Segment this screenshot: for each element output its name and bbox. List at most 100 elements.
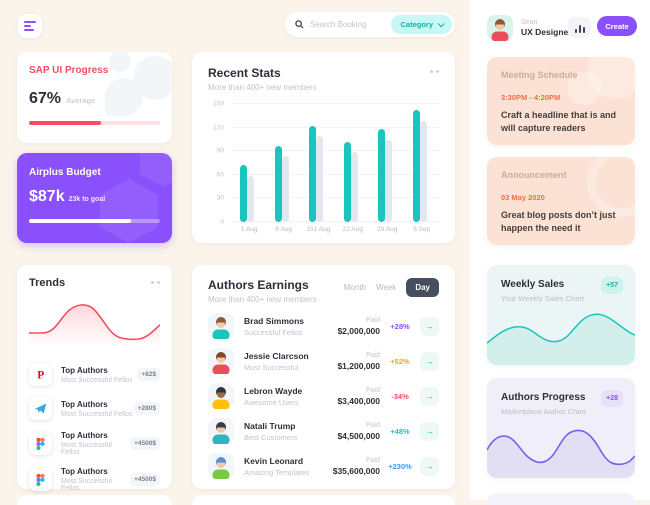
author-avatar (208, 313, 234, 339)
category-dropdown[interactable]: Category (391, 15, 452, 34)
trend-item-desc: Most Successful Fellos (61, 376, 133, 384)
search-bar[interactable]: Category (285, 12, 455, 37)
sap-card-title: SAP UI Progress (29, 65, 109, 76)
sap-value: 67% (29, 90, 62, 107)
y-tick-label: 30 (216, 194, 224, 202)
earnings-row[interactable]: Natali Trump Best Customers Paid $4,500,… (208, 418, 439, 444)
paid-label: Paid (365, 386, 380, 394)
announcement-text: Great blog posts don’t just happen the n… (501, 210, 616, 234)
trend-item-title: Top Authors (61, 399, 108, 409)
earnings-row[interactable]: Lebron Wayde Awesome Users Paid $3,400,0… (208, 383, 439, 409)
authors-earnings-card: Authors Earnings More than 400+ new memb… (192, 265, 455, 489)
paid-label: Paid (365, 316, 380, 324)
bar-group[interactable] (267, 104, 302, 222)
decor-ring (587, 157, 635, 217)
earnings-row[interactable]: Jessie Clarcson Most Successful Paid $1,… (208, 348, 439, 374)
bar-current (309, 126, 317, 222)
x-axis-labels: 1 Aug 8 Aug 151 Aug 22 Aug 29 Aug 5 Sep (232, 226, 439, 233)
bar-current (378, 129, 386, 222)
tab-week[interactable]: Week (376, 283, 397, 292)
y-tick-label: 90 (216, 147, 224, 155)
bar-group[interactable] (301, 104, 336, 222)
trend-item-desc: Most Successful Fellos (61, 478, 112, 492)
recent-stats-title: Recent Stats (208, 66, 281, 80)
category-label: Category (400, 20, 433, 29)
recent-stats-subtitle: More than 400+ new members (208, 83, 317, 92)
author-desc: Awesome Users (244, 397, 299, 407)
create-button[interactable]: Create (597, 16, 637, 36)
trend-item-value: +280$ (133, 402, 160, 415)
trends-card: Trends P Top Authors Most Successful Fel… (17, 265, 172, 492)
pinterest-icon-tile: P (29, 363, 52, 386)
x-tick-label: 29 Aug (377, 226, 398, 233)
trends-line-chart (28, 304, 161, 347)
card-menu-button[interactable] (151, 277, 160, 284)
budget-progress-fill (29, 219, 132, 223)
weekly-sales-badge: +57 (601, 277, 623, 294)
y-tick-label: 0 (220, 218, 224, 226)
stats-button[interactable] (568, 17, 591, 38)
figma-icon-tile (29, 468, 52, 491)
change-percent: -34% (391, 391, 409, 401)
budget-card-title: Airplus Budget (29, 167, 101, 178)
gridline (232, 197, 439, 199)
author-name: Kevin Leonard (244, 455, 304, 466)
bar-chart: 0 30 60 90 120 150 1 Aug 8 Aug 151 Aug 22 Aug 29 … (206, 101, 441, 237)
search-icon (295, 20, 304, 29)
gridline (232, 221, 439, 222)
trend-list-item[interactable]: Top Authors Most Successful Fellos +4500… (29, 431, 160, 456)
change-percent: +52% (390, 356, 410, 366)
user-role: UX Designer (521, 27, 572, 37)
x-tick-label: 5 Sep (413, 226, 431, 233)
y-axis-labels: 0 30 60 90 120 150 (206, 101, 226, 226)
paid-label: Paid (365, 351, 380, 359)
tab-month[interactable]: Month (343, 283, 366, 292)
trend-item-value: +4500$ (130, 473, 160, 486)
trend-list-item[interactable]: Top Authors Most Successful Fellos +4500… (29, 467, 160, 492)
row-arrow-button[interactable]: → (420, 316, 439, 336)
paid-label: Paid (365, 421, 380, 429)
next-card-edge (487, 493, 635, 505)
bar-group[interactable] (370, 104, 405, 222)
menu-button[interactable] (18, 14, 42, 38)
x-tick-label: 22 Aug (342, 226, 363, 233)
announcement-card: Announcement 03 May 2020 Great blog post… (487, 157, 635, 245)
user-profile[interactable]: Sean UX Designer (487, 15, 572, 41)
decor-circle (567, 71, 601, 105)
change-percent: +28% (390, 321, 410, 331)
earnings-row[interactable]: Kevin Leonard Amazing Templates Paid $35… (208, 453, 439, 479)
row-arrow-button[interactable]: → (420, 421, 439, 441)
author-avatar (208, 348, 234, 374)
bar-group[interactable] (232, 104, 267, 222)
paid-label: Paid (365, 456, 380, 464)
search-input[interactable] (310, 20, 392, 29)
earnings-row[interactable]: Brad Simmons Successful Fellos Paid $2,0… (208, 313, 439, 339)
y-tick-label: 60 (216, 171, 224, 179)
bar-group[interactable] (336, 104, 371, 222)
meeting-schedule-card: Meeting Schedule 3:30PM - 4:20PM Craft a… (487, 57, 635, 145)
change-percent: +230% (388, 461, 412, 471)
trend-list-item[interactable]: Top Authors Most Successful Fellos +280$ (29, 397, 160, 420)
row-arrow-button[interactable]: → (420, 386, 439, 406)
next-card-edge (192, 495, 455, 505)
gridline (232, 103, 439, 104)
tab-day[interactable]: Day (406, 278, 439, 297)
bar-current (343, 141, 351, 222)
author-avatar (208, 418, 234, 444)
trend-list-item[interactable]: P Top Authors Most Successful Fellos +82… (29, 363, 160, 386)
bar-group[interactable] (405, 104, 440, 222)
row-arrow-button[interactable]: → (420, 351, 439, 371)
earnings-title: Authors Earnings (208, 278, 309, 292)
row-arrow-button[interactable]: → (420, 456, 439, 476)
announcement-title: Announcement (501, 170, 567, 180)
gridline (232, 173, 439, 175)
svg-text:P: P (37, 370, 44, 381)
budget-value: $87k (29, 188, 65, 205)
budget-card: Airplus Budget $87k 23k to goal (17, 153, 172, 243)
budget-goal-label: 23k to goal (68, 196, 106, 203)
card-menu-button[interactable] (430, 66, 439, 73)
weekly-sales-subtitle: Your Weekly Sales Chart (501, 294, 584, 303)
sap-progress-card: SAP UI Progress 67% Average (17, 52, 172, 143)
author-name: Brad Simmons (244, 315, 304, 326)
author-name: Jessie Clarcson (244, 350, 309, 361)
